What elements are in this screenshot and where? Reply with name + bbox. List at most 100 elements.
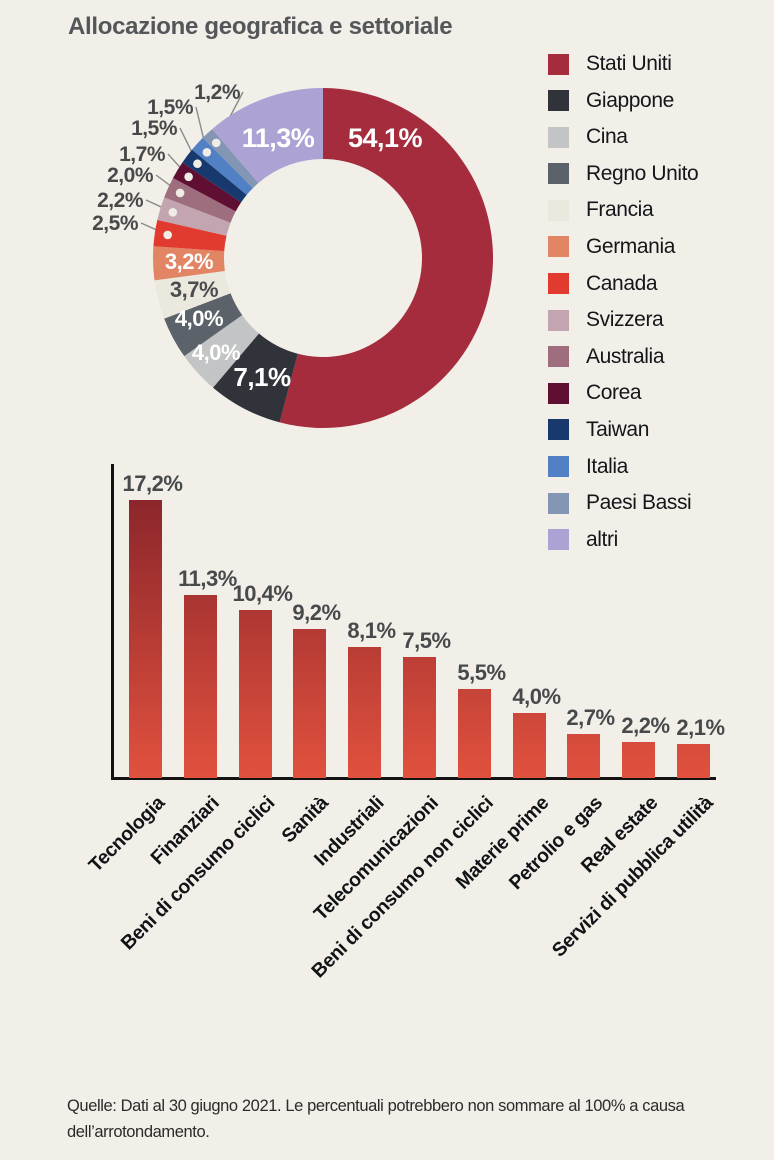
leader-dot-svizzera (168, 208, 178, 217)
legend-item-regno-unito: Regno Unito (548, 161, 699, 185)
bar-value-label-materie-prime: 4,0% (512, 684, 561, 709)
donut-value-label-canada: 2,5% (92, 212, 139, 235)
bar-tecnologia (129, 500, 162, 778)
donut-value-label-australia: 2,0% (107, 164, 154, 187)
legend-item-stati-uniti: Stati Uniti (548, 53, 698, 75)
donut-slice-stati-uniti (279, 88, 493, 428)
legend-swatch-svizzera (548, 309, 569, 331)
legend-item-germania: Germania (548, 234, 698, 258)
bar-value-label-beni-di-consumo-ciclici: 10,4% (232, 581, 293, 606)
donut-value-label-francia: 3,7% (170, 277, 218, 302)
donut-value-label-corea: 1,7% (119, 143, 166, 166)
legend-label: Svizzera (586, 308, 664, 332)
bar-value-label-real-estate: 2,2% (621, 713, 670, 738)
leader-dot-italia (202, 148, 212, 157)
legend-item-cina: Cina (548, 126, 698, 148)
donut-slice-cina (184, 315, 259, 388)
donut-legend: Stati Uniti Giappone Cina Regno Unito Franci… (548, 53, 699, 565)
bar-value-label-sanit: 9,2% (292, 600, 341, 625)
legend-label: Regno Unito (586, 161, 699, 185)
legend-label: Stati Uniti (586, 52, 672, 75)
donut-value-label-italia: 1,5% (147, 96, 194, 119)
legend-item-francia: Francia (548, 199, 698, 221)
leader-dot-paesi-bassi (211, 138, 221, 148)
legend-item-paesi-bassi: Paesi Bassi (548, 492, 698, 514)
donut-value-label-altri: 11,3% (242, 123, 315, 153)
legend-swatch-regno-unito (548, 163, 569, 185)
donut-value-label-giappone: 7,1% (233, 362, 291, 392)
bar-materie-prime (513, 713, 546, 778)
legend-label: altri (586, 527, 618, 551)
geographic-allocation-donut-chart: 54,1%7,1%4,0%4,0%3,7%3,2%2,5%2,2%2,0%1,7… (92, 81, 493, 428)
donut-slice-canada (153, 219, 227, 252)
legend-swatch-corea (548, 382, 569, 404)
legend-label: Giappone (586, 88, 674, 112)
legend-swatch-canada (548, 273, 569, 295)
bar-value-label-industriali: 8,1% (347, 618, 396, 643)
bar-value-label-servizi-di-pubblica-utilit: 2,1% (676, 715, 725, 740)
legend-label: Germania (586, 234, 676, 258)
leader-dot-taiwan (193, 159, 202, 169)
donut-slice-altri (212, 88, 323, 183)
bar-beni-di-consumo-non-ciclici (458, 689, 491, 778)
bar-telecomunicazioni (403, 657, 436, 778)
leader-dot-corea (184, 172, 193, 182)
donut-value-label-stati-uniti: 54,1% (348, 123, 423, 153)
bar-finanziari (184, 595, 217, 778)
donut-slice-regno-unito (164, 293, 243, 357)
bar-value-label-petrolio-e-gas: 2,7% (566, 705, 615, 730)
bar-sanit (293, 629, 326, 778)
bar-industriali (348, 647, 381, 778)
legend-label: Canada (586, 271, 658, 295)
legend-swatch-francia (548, 199, 569, 221)
legend-label: Italia (586, 454, 628, 478)
legend-label: Francia (586, 198, 654, 222)
legend-label: Corea (586, 381, 642, 405)
legend-label: Taiwan (586, 417, 649, 441)
legend-swatch-australia (548, 346, 569, 368)
legend-item-taiwan: Taiwan (548, 417, 698, 441)
bar-petrolio-e-gas (567, 734, 600, 778)
bar-value-label-beni-di-consumo-non-ciclici: 5,5% (457, 660, 506, 685)
bar-real-estate (622, 742, 655, 778)
legend-label: Paesi Bassi (586, 491, 692, 515)
legend-label: Cina (586, 125, 628, 149)
legend-item-svizzera: Svizzera (548, 309, 698, 331)
legend-item-australia: Australia (548, 344, 698, 368)
bar-chart-x-axis (111, 777, 716, 780)
bar-beni-di-consumo-ciclici (239, 610, 272, 778)
legend-swatch-paesi-bassi (548, 492, 569, 514)
legend-swatch-altri (548, 529, 569, 551)
donut-value-label-regno-unito: 4,0% (175, 306, 223, 331)
donut-value-label-svizzera: 2,2% (97, 189, 144, 212)
legend-swatch-giappone (548, 90, 569, 112)
bar-value-label-telecomunicazioni: 7,5% (402, 628, 451, 653)
donut-value-label-paesi-bassi: 1,2% (194, 81, 241, 104)
donut-value-label-germania: 3,2% (165, 249, 213, 274)
donut-slice-francia (154, 271, 231, 319)
bar-value-label-tecnologia: 17,2% (122, 471, 183, 496)
donut-slice-germania (153, 246, 225, 281)
legend-swatch-italia (548, 456, 569, 478)
leader-dot-australia (175, 188, 185, 198)
bar-servizi-di-pubblica-utilit (677, 744, 710, 778)
legend-swatch-germania (548, 236, 569, 258)
bar-value-label-finanziari: 11,3% (178, 566, 237, 591)
donut-value-label-taiwan: 1,5% (131, 117, 178, 140)
bar-chart-y-axis (111, 464, 114, 778)
donut-value-label-cina: 4,0% (192, 340, 240, 365)
legend-swatch-taiwan (548, 419, 569, 441)
legend-swatch-cina (548, 126, 569, 148)
legend-swatch-stati-uniti (548, 53, 569, 75)
legend-item-corea: Corea (548, 382, 698, 404)
donut-slice-giappone (213, 333, 298, 423)
legend-item-canada: Canada (548, 271, 698, 295)
legend-item-altri: altri (548, 527, 698, 551)
source-note: Quelle: Dati al 30 giugno 2021. Le perce… (67, 1097, 685, 1141)
legend-item-giappone: Giappone (548, 88, 698, 112)
legend-item-italia: Italia (548, 454, 698, 478)
legend-label: Australia (586, 344, 665, 368)
page-title: Allocazione geografica e settoriale (68, 13, 453, 40)
leader-dot-canada (163, 230, 173, 240)
